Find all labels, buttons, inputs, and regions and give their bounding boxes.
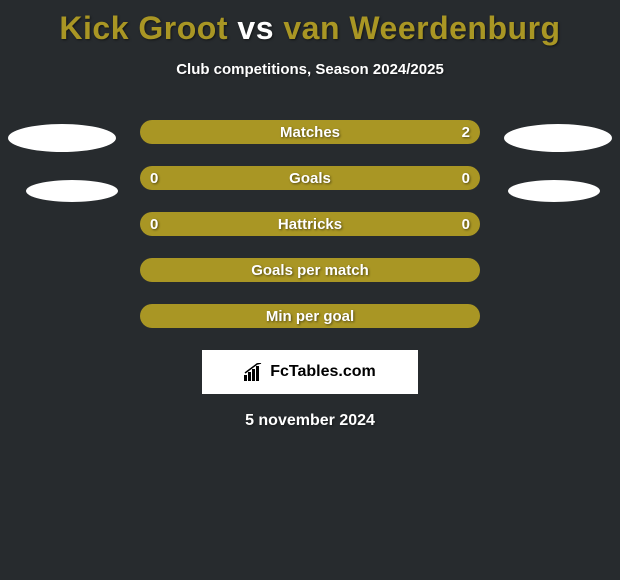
stat-hattricks-left: 0 [150,216,158,233]
title-player-left: Kick Groot [59,10,228,46]
player-right-shadow [508,180,600,202]
source-badge: FcTables.com [202,350,418,394]
stat-matches-label: Matches [280,124,340,141]
stat-goals-right: 0 [462,170,470,187]
stat-row-matches: Matches 2 [140,120,480,144]
stat-hattricks-right: 0 [462,216,470,233]
stat-matches-right: 2 [462,124,470,141]
source-badge-text: FcTables.com [270,363,376,381]
stat-mpg-label: Min per goal [266,308,354,325]
player-right-photo-placeholder [504,124,612,152]
stats-list: Matches 2 0 Goals 0 0 Hattricks 0 Goals … [0,120,620,328]
stat-goals-left: 0 [150,170,158,187]
stat-row-goals-per-match: Goals per match [140,258,480,282]
stat-goals-label: Goals [289,170,331,187]
title-vs: vs [228,10,283,46]
page-title: Kick Groot vs van Weerdenburg [0,0,620,47]
player-left-shadow [26,180,118,202]
title-player-right: van Weerdenburg [283,10,560,46]
stat-hattricks-label: Hattricks [278,216,342,233]
stat-row-min-per-goal: Min per goal [140,304,480,328]
stat-row-goals: 0 Goals 0 [140,166,480,190]
stat-gpm-label: Goals per match [251,262,369,279]
chart-icon [244,363,264,381]
player-left-photo-placeholder [8,124,116,152]
stat-row-hattricks: 0 Hattricks 0 [140,212,480,236]
subtitle: Club competitions, Season 2024/2025 [0,61,620,78]
date: 5 november 2024 [0,412,620,430]
